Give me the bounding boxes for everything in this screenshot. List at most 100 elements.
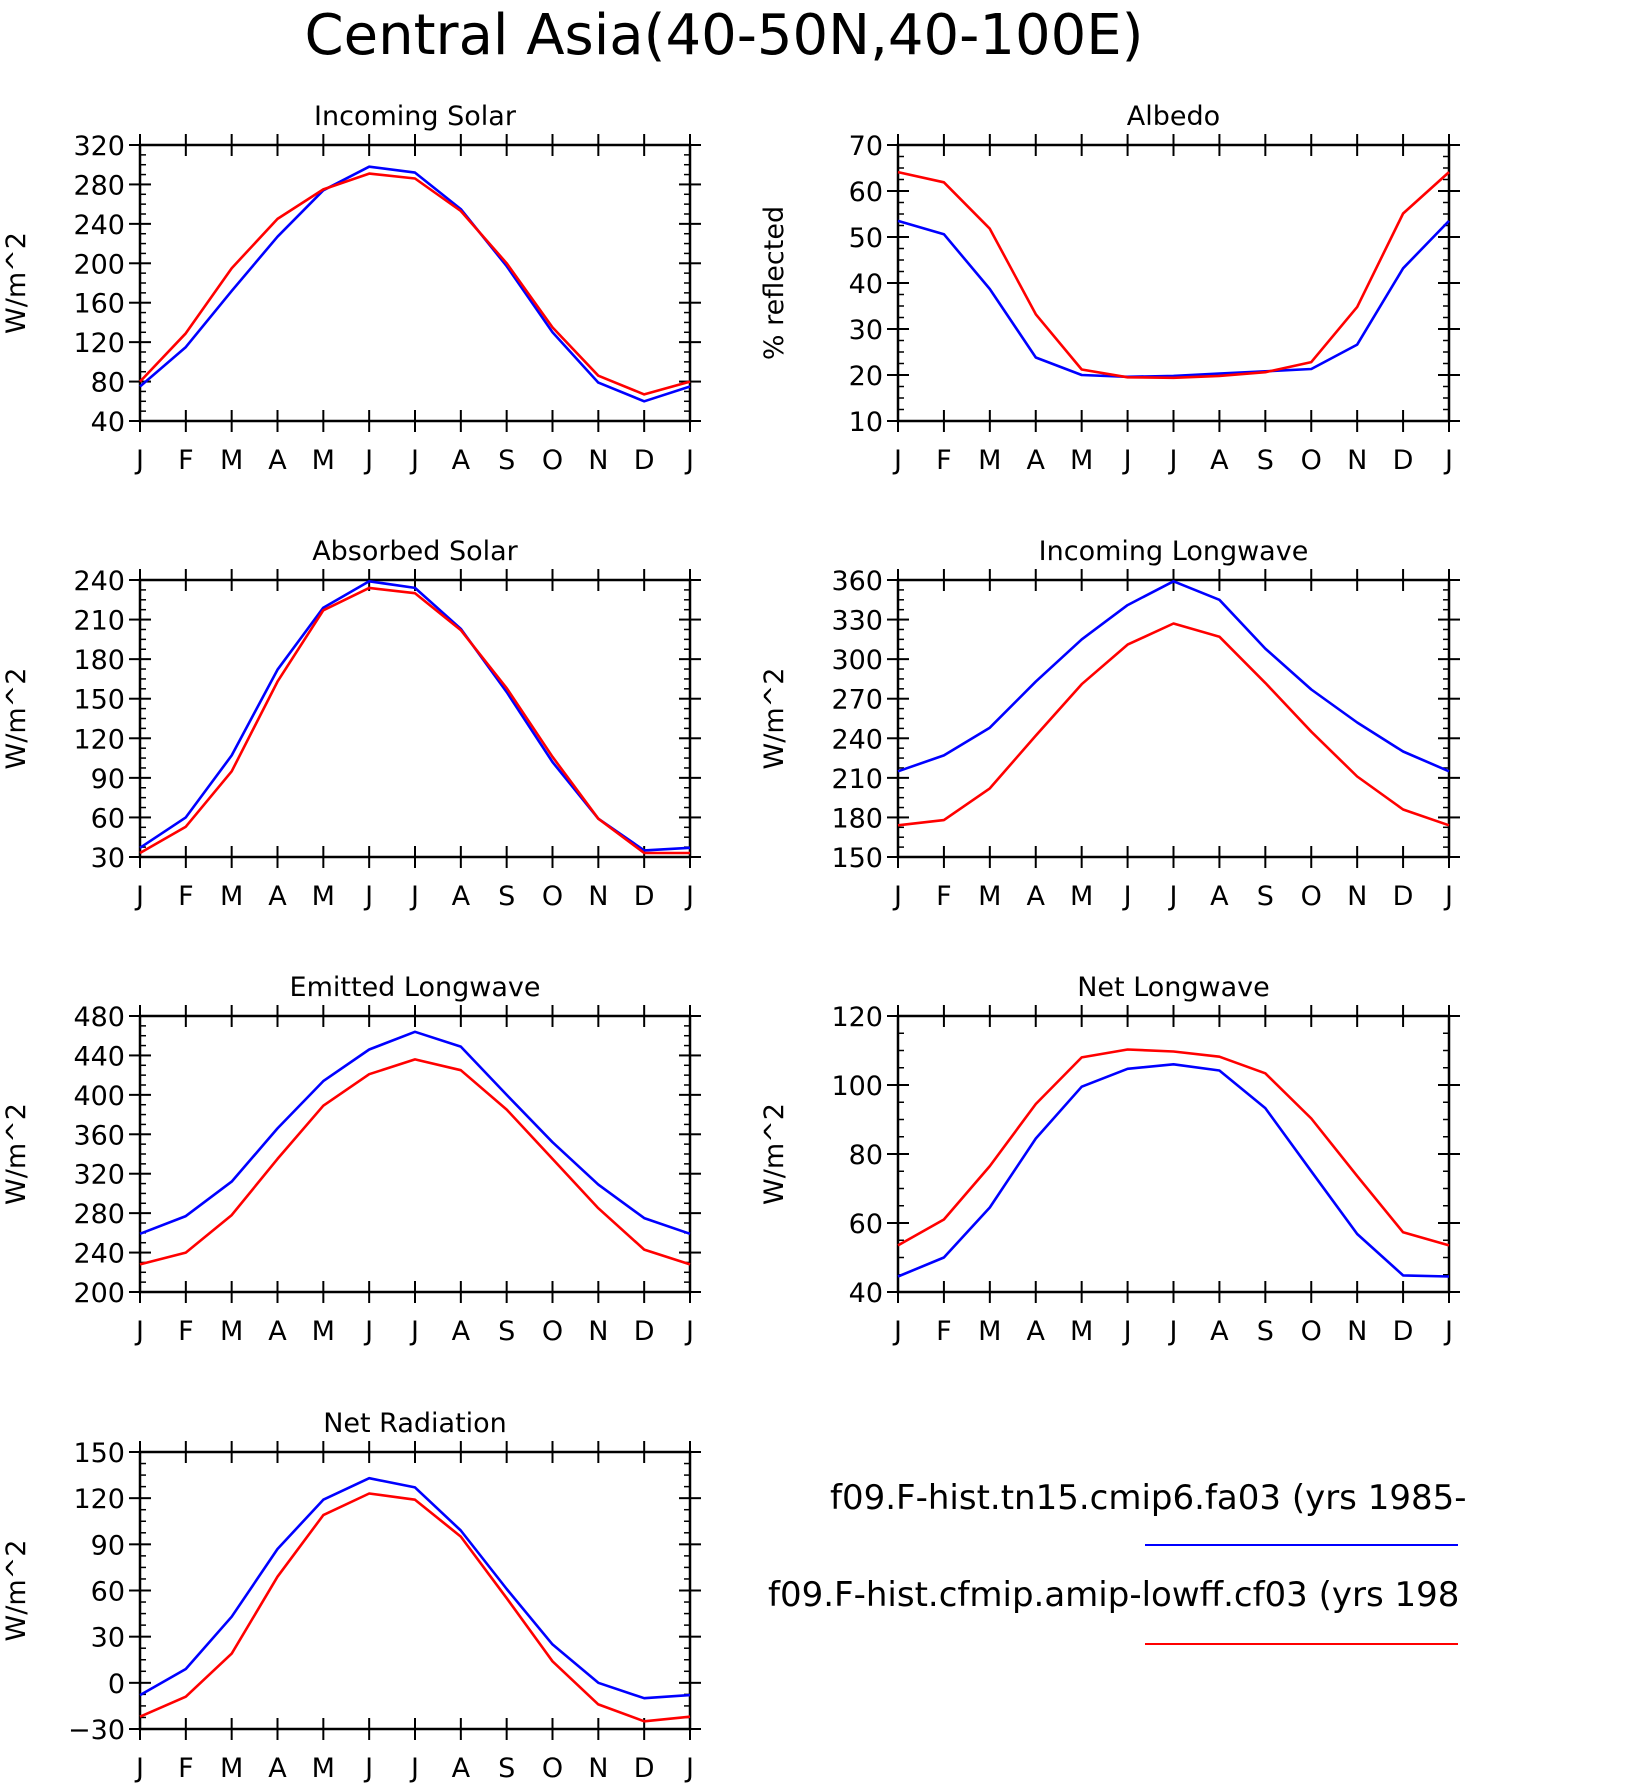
series-line-1 bbox=[897, 622, 1450, 827]
y-tick-label: 30 bbox=[91, 843, 125, 874]
x-tick-label: J bbox=[134, 1316, 144, 1347]
plot-frame bbox=[896, 1014, 1451, 1294]
y-tick-label: 280 bbox=[73, 1199, 125, 1230]
y-tick-label: 0 bbox=[108, 1669, 125, 1700]
x-tick-label: M bbox=[312, 445, 335, 476]
x-tick-label: M bbox=[220, 1753, 243, 1783]
y-tick-label: 100 bbox=[831, 1071, 883, 1102]
y-tick-label: 240 bbox=[73, 1239, 125, 1270]
x-tick-label: D bbox=[634, 881, 655, 912]
panel-0: J F M A M J J A S O N D J4080120160200240280320Incom… bbox=[1, 101, 701, 476]
x-tick-label: A bbox=[1027, 881, 1046, 912]
y-tick-label: 280 bbox=[73, 170, 125, 201]
y-tick-label: 300 bbox=[831, 645, 883, 676]
x-tick-label: F bbox=[936, 1316, 952, 1347]
y-tick-label: 270 bbox=[831, 685, 883, 716]
plot-frame bbox=[896, 578, 1451, 859]
x-tick-label: J bbox=[1122, 881, 1132, 912]
x-tick-label: M bbox=[978, 445, 1001, 476]
x-tick-label: A bbox=[1210, 1316, 1229, 1347]
legend-label-1: f09.F-hist.cfmip.amip-lowff.cf03 (yrs 19… bbox=[768, 1575, 1459, 1615]
x-tick-label: O bbox=[542, 881, 563, 912]
y-tick-label: 360 bbox=[831, 566, 883, 597]
series-line-1 bbox=[139, 1492, 691, 1723]
legend-label-0: f09.F-hist.tn15.cmip6.fa03 (yrs 1985- bbox=[830, 1478, 1467, 1518]
y-axis-label: W/m^2 bbox=[1, 668, 32, 770]
x-tick-label: O bbox=[1301, 445, 1322, 476]
x-tick-label: D bbox=[634, 1316, 655, 1347]
y-tick-label: −30 bbox=[68, 1715, 125, 1746]
series-line-0 bbox=[897, 219, 1450, 379]
y-tick-label: 90 bbox=[91, 1530, 125, 1561]
x-tick-label: N bbox=[1347, 445, 1367, 476]
x-tick-label: M bbox=[978, 881, 1001, 912]
x-tick-label: A bbox=[268, 445, 287, 476]
x-tick-label: F bbox=[178, 445, 194, 476]
figure-title: Central Asia(40-50N,40-100E) bbox=[305, 3, 1144, 68]
y-tick-label: 240 bbox=[831, 724, 883, 755]
y-tick-label: 210 bbox=[73, 606, 125, 637]
x-tick-label: O bbox=[542, 1753, 563, 1783]
panel-title: Incoming Solar bbox=[314, 101, 517, 132]
panel-4: J F M A M J J A S O N D J200240280320360400440480Emi… bbox=[1, 972, 701, 1347]
y-tick-label: 480 bbox=[73, 1002, 125, 1033]
plot-frame bbox=[896, 143, 1451, 423]
y-axis-label: W/m^2 bbox=[759, 1103, 790, 1205]
x-tick-label: S bbox=[498, 1316, 515, 1347]
x-tick-label: J bbox=[409, 881, 419, 912]
x-tick-label: S bbox=[498, 881, 515, 912]
y-tick-label: 30 bbox=[91, 1623, 125, 1654]
x-tick-label: S bbox=[1257, 445, 1274, 476]
x-tick-label: J bbox=[134, 445, 144, 476]
x-tick-label: M bbox=[312, 881, 335, 912]
x-tick-label: J bbox=[363, 1316, 373, 1347]
y-tick-label: 120 bbox=[73, 1484, 125, 1515]
x-tick-label: J bbox=[363, 445, 373, 476]
y-tick-label: 120 bbox=[831, 1002, 883, 1033]
x-tick-label: J bbox=[892, 445, 902, 476]
x-tick-label: J bbox=[1443, 1316, 1453, 1347]
panel-title: Absorbed Solar bbox=[312, 536, 518, 567]
x-tick-label: O bbox=[542, 1316, 563, 1347]
y-tick-label: 50 bbox=[849, 223, 883, 254]
x-tick-label: N bbox=[588, 1316, 608, 1347]
y-tick-label: 40 bbox=[91, 407, 125, 438]
x-tick-label: M bbox=[220, 1316, 243, 1347]
legend: f09.F-hist.tn15.cmip6.fa03 (yrs 1985- f0… bbox=[768, 1478, 1467, 1645]
x-tick-label: S bbox=[1257, 1316, 1274, 1347]
x-tick-label: D bbox=[1393, 1316, 1414, 1347]
series-line-1 bbox=[139, 1058, 691, 1266]
x-tick-label: A bbox=[452, 1316, 471, 1347]
y-tick-label: 90 bbox=[91, 764, 125, 795]
x-tick-label: J bbox=[134, 1753, 144, 1783]
x-tick-label: J bbox=[892, 1316, 902, 1347]
y-tick-label: 40 bbox=[849, 1278, 883, 1309]
y-tick-label: 10 bbox=[849, 407, 883, 438]
y-tick-label: 60 bbox=[91, 1577, 125, 1608]
y-tick-label: 240 bbox=[73, 566, 125, 597]
y-tick-label: 20 bbox=[849, 361, 883, 392]
plot-frame bbox=[138, 1450, 692, 1731]
y-tick-label: 320 bbox=[73, 131, 125, 162]
x-tick-label: S bbox=[498, 445, 515, 476]
y-tick-label: 60 bbox=[91, 803, 125, 834]
x-tick-label: A bbox=[1027, 445, 1046, 476]
y-tick-label: 440 bbox=[73, 1041, 125, 1072]
x-tick-label: M bbox=[220, 445, 243, 476]
y-tick-label: 320 bbox=[73, 1160, 125, 1191]
series-line-0 bbox=[139, 1030, 691, 1236]
panels: J F M A M J J A S O N D J4080120160200240280320Incom… bbox=[1, 101, 1460, 1783]
y-tick-label: 240 bbox=[73, 210, 125, 241]
series-line-0 bbox=[897, 1063, 1450, 1278]
x-tick-label: J bbox=[409, 1753, 419, 1783]
y-tick-label: 120 bbox=[73, 328, 125, 359]
y-tick-label: 150 bbox=[73, 1438, 125, 1469]
x-tick-label: M bbox=[220, 881, 243, 912]
x-tick-label: A bbox=[452, 1753, 471, 1783]
x-tick-label: N bbox=[1347, 1316, 1367, 1347]
y-axis-label: % reflected bbox=[759, 206, 790, 360]
x-tick-label: M bbox=[1070, 445, 1093, 476]
plot-frame bbox=[138, 1014, 692, 1294]
